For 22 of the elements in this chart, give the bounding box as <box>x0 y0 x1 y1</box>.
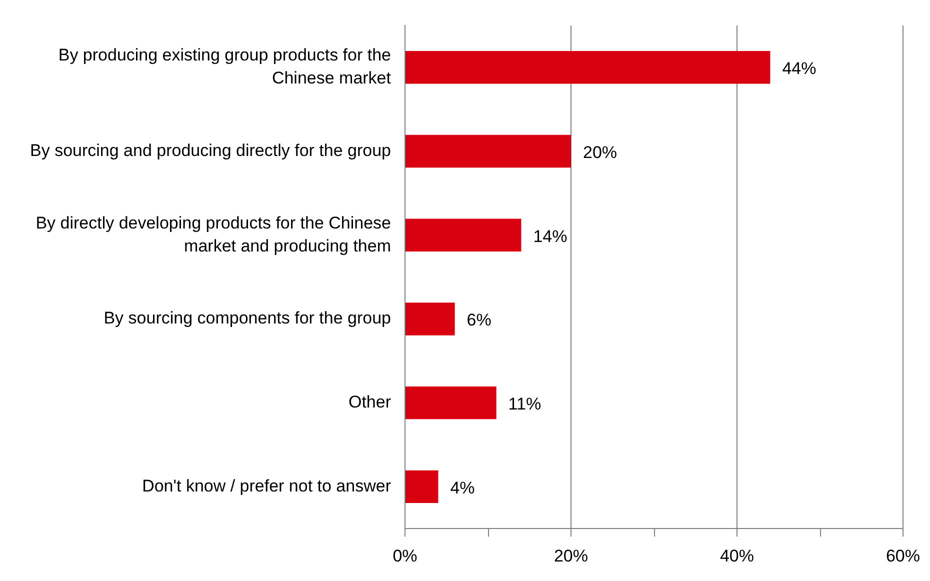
x-tick-label: 0% <box>392 546 418 566</box>
y-tick-label: By producing existing group products for the Chinese market <box>58 46 392 88</box>
data-label: 14% <box>533 226 568 246</box>
data-label: 6% <box>466 310 492 330</box>
x-tick-label: 60% <box>886 546 920 566</box>
data-label: 4% <box>450 478 475 498</box>
bar <box>406 386 496 420</box>
bar <box>406 51 770 84</box>
y-tick-label: By sourcing and producing directly for the group <box>30 140 391 160</box>
y-tick-label: Other <box>348 392 392 412</box>
bar <box>406 134 571 168</box>
data-label: 11% <box>508 394 542 414</box>
bar <box>406 302 455 336</box>
y-tick-label: By sourcing components for the group <box>104 308 391 328</box>
bar <box>406 470 438 504</box>
x-tick-label: 40% <box>720 546 754 566</box>
data-label: 20% <box>582 142 618 162</box>
bar <box>406 218 522 252</box>
y-tick-label: By directly developing products for the Chinese market and producing them <box>36 213 391 256</box>
x-tick-label: 20% <box>554 546 588 566</box>
y-tick-label: Don't know / prefer not to answer <box>142 476 392 496</box>
data-label: 44% <box>782 59 816 78</box>
